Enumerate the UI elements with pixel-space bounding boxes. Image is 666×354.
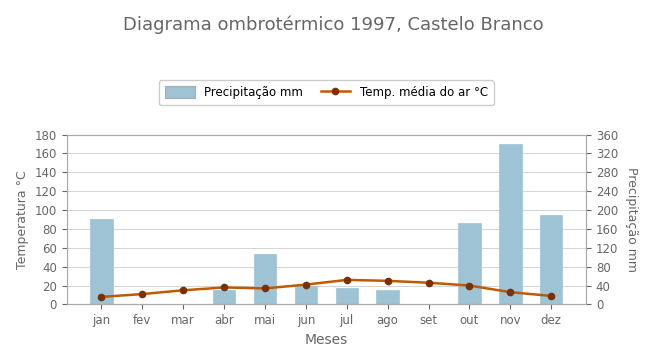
Bar: [294, 286, 317, 304]
Bar: [458, 223, 481, 304]
X-axis label: Meses: Meses: [305, 333, 348, 347]
Bar: [90, 218, 113, 304]
Legend: Precipitação mm, Temp. média do ar °C: Precipitação mm, Temp. média do ar °C: [159, 80, 494, 105]
Bar: [254, 255, 276, 304]
Bar: [499, 144, 521, 304]
Y-axis label: Precipitação mm: Precipitação mm: [625, 167, 637, 272]
Bar: [336, 289, 358, 304]
Y-axis label: Temperatura °C: Temperatura °C: [16, 170, 29, 269]
Bar: [213, 290, 235, 304]
Bar: [376, 290, 399, 304]
Bar: [540, 215, 563, 304]
Text: Diagrama ombrotérmico 1997, Castelo Branco: Diagrama ombrotérmico 1997, Castelo Bran…: [123, 16, 543, 34]
